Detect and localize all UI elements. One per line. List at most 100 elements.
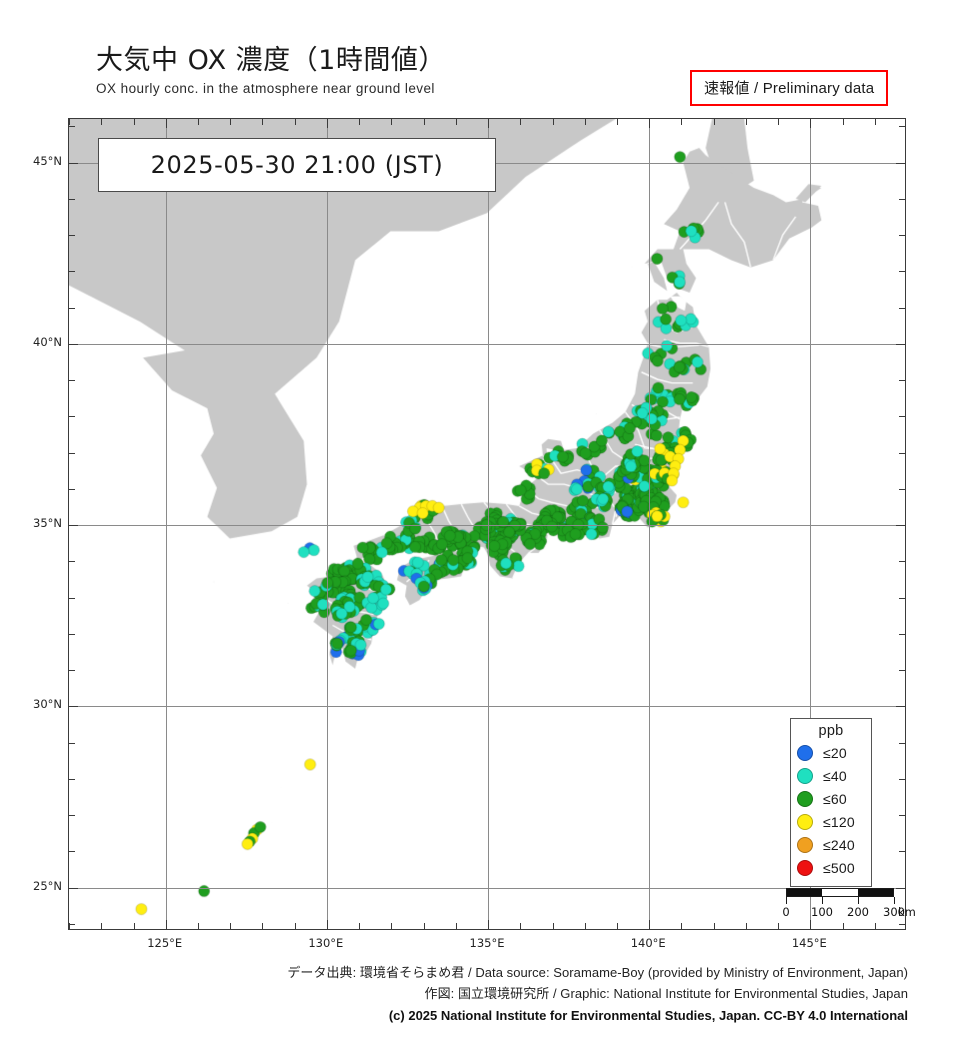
axis-tick (681, 119, 683, 125)
gridline-lat (69, 887, 905, 889)
axis-tick (810, 920, 812, 929)
legend-color-dot (797, 744, 813, 761)
footer-copyright: (c) 2025 National Institute for Environm… (388, 1008, 908, 1024)
axis-tick (810, 119, 812, 128)
axis-tick (899, 778, 905, 780)
axis-tick (391, 119, 393, 125)
axis-tick (69, 343, 78, 345)
axis-tick (69, 525, 78, 526)
axis-tick (899, 815, 905, 816)
y-axis-label: 40°N (33, 334, 62, 349)
axis-tick (552, 119, 554, 125)
legend-title: ppb (818, 723, 844, 739)
axis-tick (69, 561, 75, 563)
axis-tick (649, 920, 651, 929)
timestamp-box: 2025-05-30 21:00 (JST) (98, 138, 496, 192)
y-axis-label: 45°N (33, 153, 62, 168)
preliminary-data-badge: 速報値 / Preliminary data (690, 70, 889, 106)
axis-tick (69, 670, 75, 671)
axis-tick (69, 597, 75, 599)
axis-tick (455, 923, 457, 929)
legend-color-dot (797, 836, 813, 853)
y-axis-label: 30°N (33, 697, 62, 712)
x-axis-label: 135°E (469, 936, 505, 950)
axis-tick (899, 307, 905, 309)
legend-box: ppb ≤20 ≤40 ≤60 ≤120 ≤240 ≤500 (790, 718, 872, 887)
axis-tick (899, 235, 905, 236)
scale-tick (821, 897, 823, 904)
page-subtitle: OX hourly conc. in the atmosphere near g… (96, 81, 435, 96)
legend-items: ≤20 ≤40 ≤60 ≤120 ≤240 ≤500 (791, 741, 871, 879)
y-axis-label: 25°N (33, 878, 62, 893)
axis-tick (423, 119, 425, 125)
x-axis-label: 125°E (147, 936, 183, 950)
axis-tick (69, 119, 70, 125)
legend-item-label: ≤240 (823, 836, 855, 853)
gridline-lat (69, 343, 905, 345)
axis-tick (326, 119, 328, 128)
y-axis-label: 35°N (33, 516, 62, 530)
map-canvas (69, 119, 905, 929)
axis-tick (101, 119, 103, 125)
gridline-lon (488, 119, 489, 929)
scale-seg-1 (787, 889, 823, 896)
axis-tick (899, 488, 905, 490)
scale-bar-segments (786, 888, 894, 897)
gridline-lat (69, 706, 905, 708)
axis-tick (874, 119, 876, 125)
scale-tick-label: 100 (811, 905, 833, 919)
legend-color-dot (797, 813, 813, 830)
legend-color-dot (797, 859, 813, 876)
axis-tick (899, 923, 905, 925)
footer-data-source: データ出典: 環境省そらまめ君 / Data source: Soramame-… (287, 965, 908, 980)
axis-tick (899, 670, 905, 671)
axis-tick (69, 235, 75, 236)
axis-tick (713, 119, 715, 125)
scale-tick (894, 897, 895, 904)
axis-tick (69, 706, 78, 708)
axis-tick (520, 923, 522, 929)
axis-tick (69, 923, 75, 925)
axis-tick (69, 923, 70, 929)
axis-tick (230, 923, 232, 929)
axis-tick (133, 923, 135, 929)
gridline-lon (165, 119, 167, 929)
legend-item-label: ≤60 (823, 790, 847, 807)
gridline-lat (69, 525, 905, 526)
axis-tick (778, 923, 780, 929)
axis-tick (69, 815, 75, 816)
axis-tick (230, 119, 232, 125)
axis-tick (896, 887, 905, 889)
axis-tick (520, 119, 522, 125)
scale-bar-ticks (786, 897, 895, 904)
axis-tick (713, 923, 715, 929)
axis-tick (874, 923, 876, 929)
footer: データ出典: 環境省そらまめ君 / Data source: Soramame-… (0, 962, 980, 1023)
scale-tick (786, 897, 787, 904)
title-block: 大気中 OX 濃度（1時間値） OX hourly conc. in the a… (96, 38, 446, 96)
legend-color-dot (797, 767, 813, 784)
legend-item-label: ≤500 (823, 859, 855, 876)
axis-tick (69, 126, 75, 128)
x-axis-label: 130°E (308, 936, 344, 950)
axis-tick (899, 380, 905, 381)
axis-tick (262, 923, 264, 929)
axis-tick (899, 198, 905, 200)
gridline-lon (326, 119, 328, 929)
legend-item: ≤240 (791, 833, 871, 856)
axis-tick (842, 119, 844, 125)
axis-tick (69, 778, 75, 780)
axis-tick (197, 119, 199, 125)
gridline-lon (810, 119, 812, 929)
gridline-lon (649, 119, 651, 929)
axis-tick (778, 119, 780, 125)
axis-tick (101, 923, 103, 929)
legend-color-dot (797, 790, 813, 807)
axis-tick (616, 923, 618, 929)
axis-tick (745, 119, 747, 125)
legend-item: ≤20 (791, 741, 871, 764)
scale-tick-label: 300 (883, 905, 905, 919)
axis-tick (616, 119, 618, 125)
map-plot-area (68, 118, 906, 930)
axis-tick (69, 851, 75, 853)
